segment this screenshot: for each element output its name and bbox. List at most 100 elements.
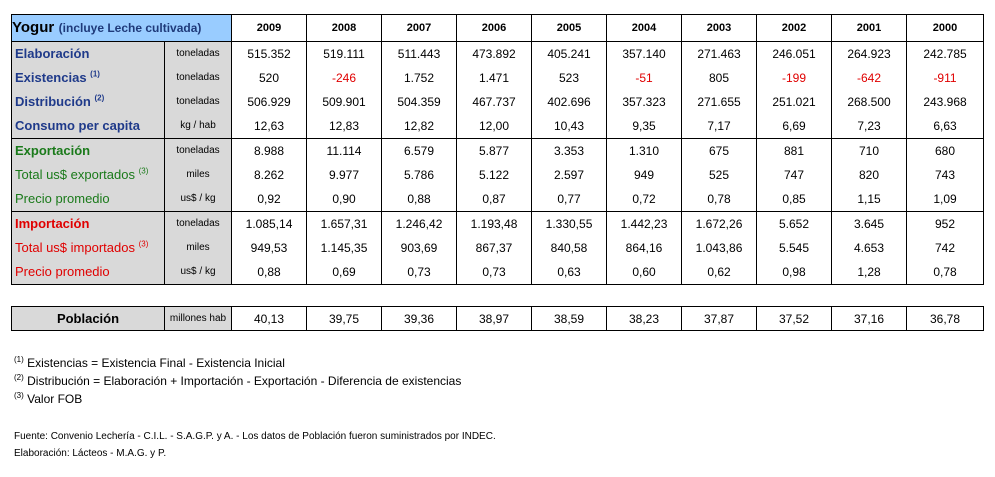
row-label: Precio promedio <box>12 187 164 211</box>
values-2008: 1.657,31 1.145,35 0,69 <box>306 211 383 285</box>
footnote-marker: (3) <box>14 391 24 400</box>
row-label: Existencias (1) <box>12 66 164 90</box>
value-cell: 405.241 <box>547 47 591 61</box>
section-labels: Exportación Total us$ exportados (3) Preci… <box>11 138 165 212</box>
value-cell: 519.111 <box>323 47 365 61</box>
value-cell: 8.988 <box>254 144 285 158</box>
value-cell: 0,78 <box>933 265 957 279</box>
value-cell: 5.652 <box>779 217 810 231</box>
year-header-2002: 2002 <box>756 14 833 42</box>
row-unit: toneladas <box>176 72 220 83</box>
footnote-text: Distribución = Elaboración + Importación… <box>27 374 462 388</box>
value-cell: 743 <box>935 168 956 182</box>
poblacion-label: Población <box>11 306 165 331</box>
values-2004: 1.442,23 864,16 0,60 <box>606 211 683 285</box>
values-2003: 1.672,26 1.043,86 0,62 <box>681 211 758 285</box>
value-cell: 10,43 <box>554 119 585 133</box>
row-label-text: Exportación <box>15 143 91 158</box>
footnote-ref: (1) <box>90 69 100 79</box>
value-cell: 12,63 <box>254 119 285 133</box>
value-cell: -642 <box>857 71 882 85</box>
value-cell: 0,88 <box>257 265 281 279</box>
row-label-text: Elaboración <box>15 46 90 61</box>
value-cell: 1.752 <box>404 71 435 85</box>
row-unit: miles <box>186 169 210 180</box>
value-cell: 3.353 <box>554 144 585 158</box>
value-cell: 1.145,35 <box>320 241 368 255</box>
value-cell: 742 <box>935 241 956 255</box>
source-line: Fuente: Convenio Lechería - C.I.L. - S.A… <box>14 431 496 442</box>
value-cell: 2.597 <box>554 168 585 182</box>
header-row: Yogur (incluye Leche cultivada) 2009 2008… <box>10 14 985 42</box>
title-sub: (incluye Leche cultivada) <box>58 21 202 35</box>
row-label-text: Precio promedio <box>15 264 110 279</box>
value-cell: 1.442,23 <box>620 217 668 231</box>
value-cell: 264.923 <box>847 47 891 61</box>
footnote-2: (2) Distribución = Elaboración + Importa… <box>14 372 461 390</box>
value-cell: 881 <box>784 144 805 158</box>
values-2001: 710 820 1,15 <box>831 138 908 212</box>
value-cell: 7,17 <box>707 119 731 133</box>
footnote-ref: (3) <box>138 239 149 249</box>
row-unit: us$ / kg <box>180 193 216 204</box>
row-label: Total us$ exportados (3) <box>12 163 164 187</box>
value-cell: 1.657,31 <box>320 217 368 231</box>
value-cell: 520 <box>259 71 280 85</box>
values-2007: 511.443 1.752 504.359 12,82 <box>381 41 458 139</box>
value-cell: 1.246,42 <box>395 217 443 231</box>
values-2005: 405.241 523 402.696 10,43 <box>531 41 608 139</box>
values-2008: 11.114 9.977 0,90 <box>306 138 383 212</box>
poblacion-value-2008: 39,75 <box>306 306 382 331</box>
value-cell: 506.929 <box>247 95 291 109</box>
footnotes: (1) Existencias = Existencia Final - Exi… <box>14 354 461 408</box>
year-header-2008: 2008 <box>306 14 383 42</box>
value-cell: 864,16 <box>625 241 663 255</box>
section-labels: Importación Total us$ importados (3) Preci… <box>11 211 165 285</box>
table-body: Yogur (incluye Leche cultivada) 2009 2008… <box>10 14 985 285</box>
value-cell: 251.021 <box>772 95 816 109</box>
values-2009: 515.352 520 506.929 12,63 <box>231 41 308 139</box>
value-cell: 504.359 <box>397 95 441 109</box>
value-cell: 0,87 <box>482 192 506 206</box>
row-label-text: Existencias <box>15 70 87 85</box>
values-2004: 357.140 -51 357.323 9,35 <box>606 41 683 139</box>
values-2001: 3.645 4.653 1,28 <box>831 211 908 285</box>
value-cell: 0,98 <box>782 265 806 279</box>
value-cell: 271.655 <box>697 95 741 109</box>
footnote-text: Existencias = Existencia Final - Existen… <box>27 356 285 370</box>
value-cell: 242.785 <box>923 47 967 61</box>
poblacion-value-2000: 36,78 <box>906 306 984 331</box>
row-unit: miles <box>186 242 210 253</box>
value-cell: 402.696 <box>547 95 591 109</box>
values-2003: 675 525 0,78 <box>681 138 758 212</box>
poblacion-value-2009: 40,13 <box>231 306 307 331</box>
value-cell: 0,60 <box>632 265 656 279</box>
value-cell: 9.977 <box>329 168 360 182</box>
section-labels: Elaboración Existencias (1) Distribución (… <box>11 41 165 139</box>
row-label-text: Total us$ exportados <box>15 167 135 182</box>
value-cell: 268.500 <box>847 95 891 109</box>
value-cell: 511.443 <box>397 47 441 61</box>
value-cell: 4.653 <box>854 241 885 255</box>
values-2000: 242.785 -911 243.968 6,63 <box>906 41 985 139</box>
values-2006: 1.193,48 867,37 0,73 <box>456 211 533 285</box>
row-label-text: Importación <box>15 216 90 231</box>
poblacion-value-2004: 38,23 <box>606 306 682 331</box>
value-cell: 5.877 <box>479 144 510 158</box>
value-cell: 840,58 <box>550 241 588 255</box>
table-title: Yogur (incluye Leche cultivada) <box>10 14 233 42</box>
row-label-text: Consumo per capita <box>15 118 140 133</box>
values-2005: 1.330,55 840,58 0,63 <box>531 211 608 285</box>
value-cell: 271.463 <box>697 47 741 61</box>
value-cell: 246.051 <box>772 47 816 61</box>
value-cell: 0,69 <box>332 265 356 279</box>
section-units: toneladas toneladas toneladas kg / hab <box>163 41 233 139</box>
row-unit: toneladas <box>176 145 220 156</box>
row-unit: us$ / kg <box>180 266 216 277</box>
value-cell: 1.672,26 <box>695 217 743 231</box>
value-cell: 1,28 <box>857 265 881 279</box>
value-cell: 0,77 <box>557 192 581 206</box>
year-header-2007: 2007 <box>381 14 458 42</box>
value-cell: 949,53 <box>250 241 288 255</box>
row-label: Precio promedio <box>12 260 164 284</box>
